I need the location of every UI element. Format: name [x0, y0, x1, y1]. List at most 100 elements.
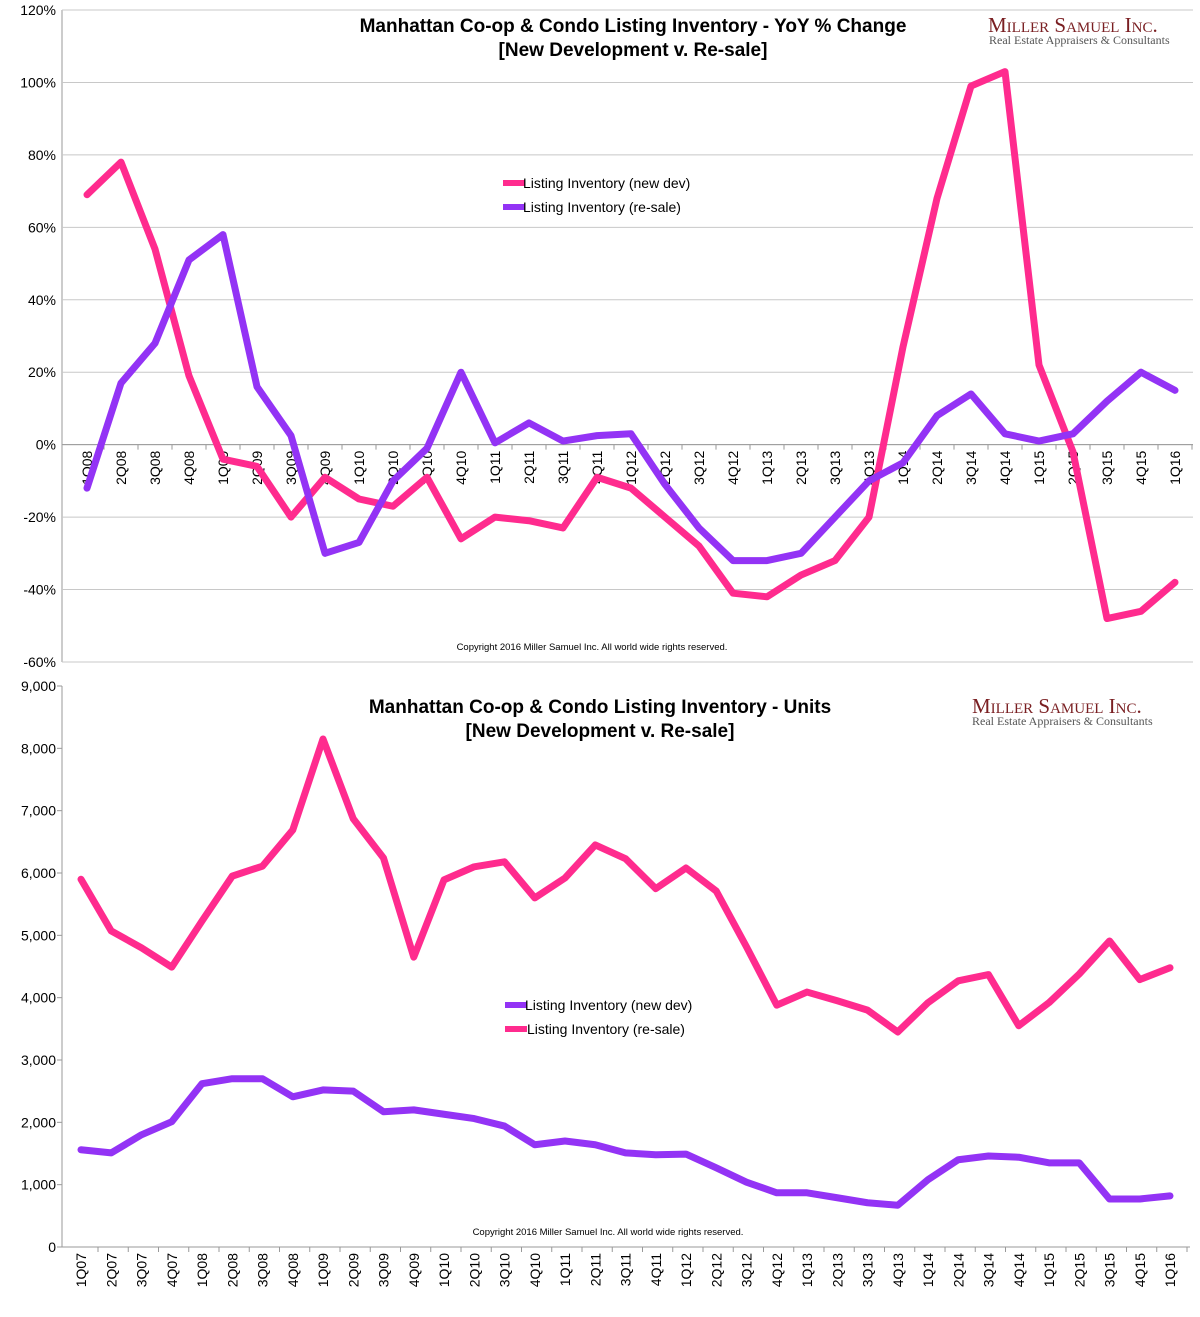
data-point — [411, 955, 416, 960]
data-point — [459, 370, 463, 375]
data-point — [1047, 1000, 1051, 1005]
data-point — [357, 540, 361, 545]
y-tick-label: 4,000 — [21, 990, 56, 1006]
y-tick-label: 2,000 — [21, 1114, 56, 1130]
data-point — [684, 1152, 688, 1157]
data-point — [290, 1094, 295, 1099]
x-tick-label: 4Q10 — [453, 450, 469, 484]
x-tick-label: 2Q14 — [950, 1253, 966, 1287]
data-point — [1173, 388, 1177, 393]
x-tick-label: 3Q11 — [555, 450, 571, 483]
data-point — [532, 895, 537, 900]
y-tick-label: -20% — [23, 509, 56, 525]
data-point — [1077, 1160, 1082, 1165]
data-point — [153, 341, 157, 346]
y-tick-label: 9,000 — [21, 678, 56, 694]
x-tick-label: 2Q13 — [829, 1253, 845, 1287]
x-tick-label: 2Q11 — [587, 1253, 603, 1286]
data-point — [935, 413, 939, 418]
data-point — [502, 1124, 507, 1129]
data-point — [901, 344, 905, 349]
x-tick-label: 4Q15 — [1132, 1253, 1148, 1287]
data-point — [351, 1089, 356, 1094]
y-tick-label: 7,000 — [21, 803, 56, 819]
data-point — [1168, 965, 1172, 970]
data-point — [425, 446, 429, 451]
data-point — [1016, 1155, 1021, 1160]
series-line-resale — [77, 735, 1174, 1036]
data-point — [411, 1107, 416, 1112]
y-tick-label: 0 — [48, 1239, 56, 1255]
data-point — [1037, 439, 1041, 444]
data-point — [200, 1081, 204, 1086]
data-point — [1137, 1197, 1142, 1202]
y-tick-label: 0% — [36, 437, 56, 453]
data-point — [200, 918, 204, 923]
x-tick-label: 1Q15 — [1041, 1253, 1057, 1287]
yoy-chart-subtitle: [New Development v. Re-sale] — [499, 40, 768, 61]
data-point — [221, 457, 225, 462]
data-point — [321, 1087, 325, 1092]
data-point — [653, 1152, 658, 1157]
data-point — [1107, 1197, 1112, 1202]
legend-label-resale: Listing Inventory (re-sale) — [527, 1021, 685, 1037]
x-tick-label: 2Q08 — [224, 1253, 240, 1287]
data-point — [629, 486, 633, 491]
legend-label-new-dev: Listing Inventory (new dev) — [523, 175, 690, 191]
x-tick-label: 3Q13 — [860, 1253, 876, 1287]
x-tick-label: 3Q08 — [255, 1253, 271, 1287]
data-point — [1077, 971, 1082, 976]
data-point — [901, 460, 905, 465]
data-point — [714, 1165, 719, 1170]
x-tick-label: 2Q12 — [708, 1253, 724, 1287]
x-tick-label: 3Q15 — [1099, 450, 1115, 484]
data-point — [653, 886, 658, 891]
data-point — [260, 1076, 265, 1081]
y-tick-label: 5,000 — [21, 927, 56, 943]
data-point — [731, 591, 735, 596]
data-point — [799, 551, 803, 556]
x-tick-label: 2Q10 — [466, 1253, 482, 1287]
data-point — [255, 464, 259, 469]
data-point — [765, 594, 769, 599]
data-point — [1047, 1160, 1051, 1165]
data-point — [1168, 1193, 1172, 1198]
y-tick-label: 6,000 — [21, 865, 56, 881]
data-point — [835, 998, 840, 1003]
x-tick-label: 4Q12 — [769, 1253, 785, 1287]
data-point — [153, 247, 157, 252]
series-line-new-dev — [77, 1075, 1174, 1209]
x-tick-label: 1Q10 — [436, 1253, 452, 1287]
data-point — [532, 1142, 537, 1147]
data-point — [391, 504, 395, 509]
logo-tagline-bottom: Real Estate Appraisers & Consultants — [972, 714, 1153, 728]
data-point — [109, 928, 114, 933]
data-point — [1137, 977, 1142, 982]
data-point — [774, 1190, 779, 1195]
x-tick-label: 4Q08 — [181, 450, 197, 484]
y-tick-label: 100% — [20, 74, 56, 90]
x-tick-label: 3Q11 — [618, 1253, 634, 1286]
units-copyright: Copyright 2016 Miller Samuel Inc. All wo… — [473, 1227, 744, 1238]
data-point — [744, 944, 749, 949]
logo-name-bottom: Miller Samuel Inc. — [972, 694, 1142, 718]
y-tick-label: 60% — [28, 219, 56, 235]
x-tick-label: 1Q12 — [678, 1253, 694, 1287]
data-point — [119, 160, 123, 165]
y-tick-label: -40% — [23, 582, 56, 598]
x-tick-label: 2Q13 — [793, 450, 809, 484]
data-point — [493, 440, 497, 445]
data-point — [663, 515, 667, 520]
legend-label-new-dev: Listing Inventory (new dev) — [525, 997, 692, 1013]
data-point — [629, 431, 633, 436]
x-tick-label: 1Q11 — [557, 1253, 573, 1286]
x-tick-label: 1Q14 — [920, 1253, 936, 1287]
data-point — [895, 1029, 900, 1034]
data-point — [323, 475, 327, 480]
data-point — [79, 1147, 83, 1152]
data-point — [623, 856, 628, 861]
data-point — [563, 875, 567, 880]
data-point — [527, 420, 531, 425]
x-tick-label: 1Q13 — [759, 450, 775, 484]
